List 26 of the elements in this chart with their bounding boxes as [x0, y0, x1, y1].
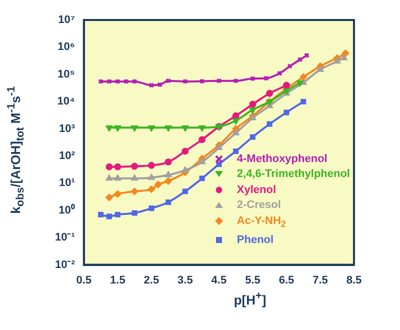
x-tick-label: 3.5: [178, 274, 193, 286]
x-tick-label: 8.5: [346, 274, 362, 286]
x-axis-title: p[H$^{+}$]: [232, 290, 268, 308]
x-tick-label: 5.5: [245, 274, 260, 286]
y-tick-label: 10⁷: [58, 14, 76, 26]
y-tick-label: 10⁻¹: [54, 232, 76, 244]
legend-label: Ac-Y-NH$_{2}$: [236, 214, 286, 229]
y-tick-label: 10⁵: [57, 68, 75, 80]
x-tick-label: 2.5: [144, 274, 160, 286]
y-tick-label: 10¹: [58, 177, 76, 190]
x-tick-label: 4.5: [211, 274, 227, 286]
y-tick-label: 10²: [58, 150, 76, 162]
x-tick-label: 6.5: [278, 274, 294, 286]
y-tick-label: 10⁶: [58, 41, 75, 54]
legend-label: 2-Cresol: [236, 199, 281, 212]
legend-label: 4-Methoxyphenol: [236, 152, 328, 165]
legend-label: Phenol: [236, 234, 274, 246]
y-tick-label: 10⁴: [57, 96, 75, 108]
legend-label: Xylenol: [236, 184, 276, 196]
legend-label: 2,4,6-Trimethylphenol: [236, 168, 350, 180]
y-tick-label: 10⁰: [58, 203, 75, 216]
x-tick-label: 1.5: [110, 274, 126, 286]
x-tick-label: 7.5: [312, 274, 328, 286]
y-tick-label: 10³: [58, 122, 76, 135]
y-tick-label: 10⁻²: [54, 258, 76, 271]
x-tick-label: 0.5: [76, 274, 92, 286]
